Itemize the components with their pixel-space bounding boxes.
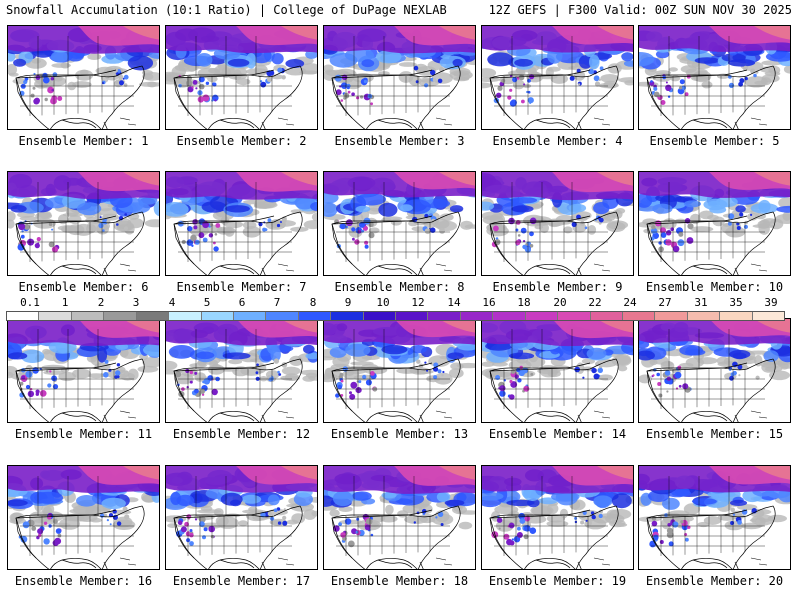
- colorbar-swatch: [266, 312, 299, 320]
- colorbar-tick-label: 5: [203, 296, 211, 309]
- ensemble-member-caption: Ensemble Member: 7: [176, 280, 307, 294]
- colorbar-swatch: [104, 312, 137, 320]
- ensemble-member-caption: Ensemble Member: 4: [492, 134, 623, 148]
- colorbar-tick-label: 24: [623, 296, 637, 309]
- colorbar-swatch: [331, 312, 364, 320]
- colorbar-swatch: [590, 312, 624, 320]
- colorbar-tick-label: 12: [411, 296, 425, 309]
- colorbar-swatch: [623, 312, 656, 320]
- colorbar-swatch: [136, 312, 170, 320]
- colorbar-labels: 0.1 1 2 3 4 5 6 7 8 9 10 12 14 16 18 20 22 24 27 31 35 39: [0, 296, 800, 310]
- ensemble-map-16: [7, 465, 160, 570]
- colorbar-swatch: [298, 312, 332, 320]
- ensemble-map-9: [481, 171, 634, 276]
- ensemble-member-caption: Ensemble Member: 18: [330, 574, 469, 588]
- ensemble-member-caption: Ensemble Member: 17: [172, 574, 311, 588]
- colorbar-swatch: [201, 312, 234, 320]
- ensemble-member-caption: Ensemble Member: 20: [645, 574, 784, 588]
- ensemble-member-caption: Ensemble Member: 19: [488, 574, 627, 588]
- ensemble-map-15: [638, 318, 791, 423]
- colorbar-swatch: [39, 312, 72, 320]
- colorbar-tick-label: 8: [309, 296, 317, 309]
- ensemble-map-5: [638, 25, 791, 130]
- colorbar-tick-label: 3: [132, 296, 140, 309]
- colorbar-tick-label: 16: [482, 296, 496, 309]
- ensemble-map-13: [323, 318, 476, 423]
- colorbar-swatch: [752, 312, 785, 320]
- colorbar-swatch: [428, 312, 461, 320]
- colorbar-swatch: [525, 312, 559, 320]
- ensemble-map-12: [165, 318, 318, 423]
- colorbar-swatch: [687, 312, 721, 320]
- colorbar-tick-label: 0.1: [20, 296, 40, 309]
- colorbar-swatch: [396, 312, 429, 320]
- colorbar-swatch: [233, 312, 267, 320]
- colorbar-tick-label: 31: [694, 296, 708, 309]
- colorbar-tick-label: 4: [168, 296, 176, 309]
- colorbar-swatch: [493, 312, 526, 320]
- ensemble-member-caption: Ensemble Member: 6: [18, 280, 149, 294]
- colorbar-tick-label: 20: [553, 296, 567, 309]
- colorbar-swatch: [7, 312, 40, 320]
- ensemble-member-caption: Ensemble Member: 14: [488, 427, 627, 441]
- colorbar-tick-label: 18: [517, 296, 531, 309]
- colorbar-tick-label: 6: [238, 296, 246, 309]
- ensemble-member-caption: Ensemble Member: 16: [14, 574, 153, 588]
- ensemble-member-caption: Ensemble Member: 8: [334, 280, 465, 294]
- run-valid-time: 12Z GEFS | F300 Valid: 00Z SUN NOV 30 20…: [488, 3, 792, 17]
- colorbar-tick-label: 39: [764, 296, 778, 309]
- colorbar-swatch: [655, 312, 688, 320]
- snowfall-colorbar: [6, 311, 785, 321]
- ensemble-member-caption: Ensemble Member: 10: [645, 280, 784, 294]
- ensemble-map-2: [165, 25, 318, 130]
- colorbar-tick-label: 35: [729, 296, 743, 309]
- ensemble-map-17: [165, 465, 318, 570]
- colorbar-tick-label: 2: [97, 296, 105, 309]
- colorbar-tick-label: 1: [61, 296, 69, 309]
- ensemble-member-caption: Ensemble Member: 12: [172, 427, 311, 441]
- colorbar-swatch: [71, 312, 105, 320]
- colorbar-swatch: [169, 312, 202, 320]
- ensemble-member-caption: Ensemble Member: 13: [330, 427, 469, 441]
- colorbar-tick-label: 22: [588, 296, 602, 309]
- ensemble-member-caption: Ensemble Member: 15: [645, 427, 784, 441]
- ensemble-map-7: [165, 171, 318, 276]
- ensemble-member-caption: Ensemble Member: 3: [334, 134, 465, 148]
- ensemble-map-8: [323, 171, 476, 276]
- ensemble-map-3: [323, 25, 476, 130]
- ensemble-map-11: [7, 318, 160, 423]
- colorbar-swatch: [460, 312, 494, 320]
- ensemble-map-20: [638, 465, 791, 570]
- chart-title: Snowfall Accumulation (10:1 Ratio) | Col…: [6, 3, 447, 17]
- ensemble-map-18: [323, 465, 476, 570]
- colorbar-tick-label: 10: [376, 296, 390, 309]
- colorbar-tick-label: 27: [658, 296, 672, 309]
- ensemble-member-caption: Ensemble Member: 11: [14, 427, 153, 441]
- ensemble-member-caption: Ensemble Member: 5: [649, 134, 780, 148]
- colorbar-swatch: [363, 312, 397, 320]
- colorbar-tick-label: 7: [273, 296, 281, 309]
- ensemble-map-14: [481, 318, 634, 423]
- ensemble-map-4: [481, 25, 634, 130]
- ensemble-map-6: [7, 171, 160, 276]
- ensemble-member-caption: Ensemble Member: 2: [176, 134, 307, 148]
- colorbar-swatch: [720, 312, 753, 320]
- ensemble-map-19: [481, 465, 634, 570]
- ensemble-map-1: [7, 25, 160, 130]
- ensemble-member-caption: Ensemble Member: 9: [492, 280, 623, 294]
- ensemble-member-caption: Ensemble Member: 1: [18, 134, 149, 148]
- ensemble-map-10: [638, 171, 791, 276]
- colorbar-tick-label: 14: [447, 296, 461, 309]
- colorbar-swatch: [558, 312, 591, 320]
- colorbar-tick-label: 9: [344, 296, 352, 309]
